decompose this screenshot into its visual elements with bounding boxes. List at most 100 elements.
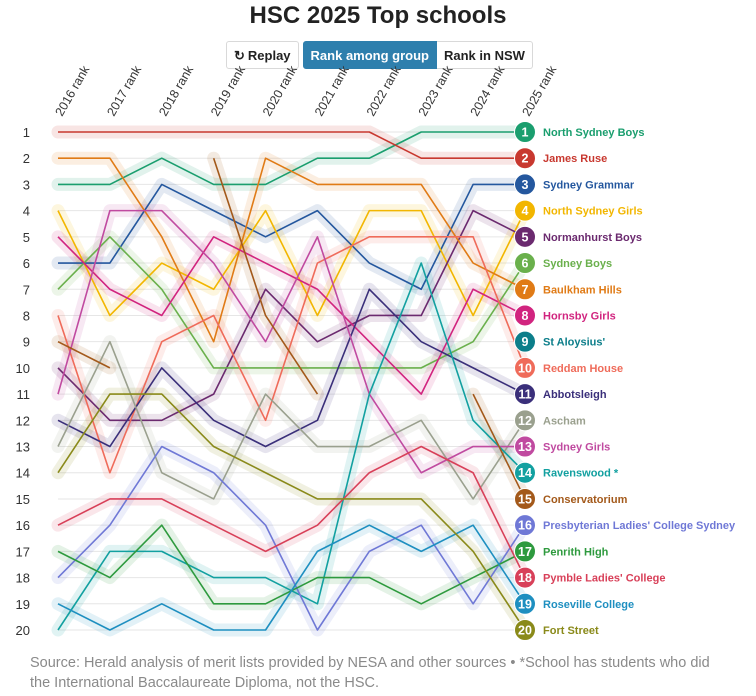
- series-end-label[interactable]: 1 North Sydney Boys: [514, 121, 645, 143]
- series-line[interactable]: [57, 524, 526, 631]
- y-tick-label: 13: [16, 440, 30, 455]
- rank-number: 17: [518, 545, 532, 559]
- rank-number: 18: [518, 571, 532, 585]
- rank-badge: [514, 225, 536, 248]
- rank-badge: [514, 383, 536, 406]
- series-name: Ravenswood *: [543, 468, 619, 480]
- rank-number: 5: [522, 230, 529, 244]
- series-end-label[interactable]: 14 Ravenswood *: [514, 461, 619, 484]
- series-end-label[interactable]: 17 Penrith High: [514, 540, 609, 563]
- rank-number: 2: [522, 152, 529, 166]
- rank-badge: [514, 619, 536, 641]
- series-line[interactable]: [57, 209, 526, 422]
- rank-number: 7: [522, 283, 529, 297]
- series-name: Presbyterian Ladies' College Sydney: [543, 520, 736, 532]
- x-tick-label: 2024 rank: [468, 63, 508, 119]
- rank-badge: [514, 173, 536, 196]
- y-tick-label: 10: [16, 361, 30, 376]
- series-end-label[interactable]: 19 Roseville College: [514, 592, 635, 615]
- series-line[interactable]: [57, 393, 526, 631]
- rank-badge: [514, 121, 536, 143]
- rank-badge: [514, 461, 536, 484]
- series-line[interactable]: [57, 445, 526, 631]
- replay-button[interactable]: ↻ Replay: [226, 41, 299, 69]
- y-tick-label: 3: [23, 177, 30, 192]
- rank-among-group-button[interactable]: Rank among group: [302, 41, 437, 69]
- series-end-label[interactable]: 11 Abbotsleigh: [514, 383, 607, 406]
- series-name: Sydney Boys: [543, 258, 612, 270]
- y-tick-label: 1: [23, 125, 30, 140]
- series-end-label[interactable]: 12 Ascham: [514, 409, 587, 432]
- x-tick-label: 2021 rank: [312, 63, 352, 119]
- series-end-label[interactable]: 7 Baulkham Hills: [514, 278, 622, 301]
- rank-badge: [514, 199, 536, 222]
- series-end-label[interactable]: 20 Fort Street: [514, 619, 599, 641]
- series-end-label[interactable]: 13 Sydney Girls: [514, 435, 611, 458]
- y-tick-label: 9: [23, 335, 30, 350]
- rank-badge: [514, 409, 536, 432]
- rank-badge: [514, 278, 536, 301]
- series-name: Sydney Girls: [543, 442, 610, 454]
- replay-label: Replay: [247, 48, 291, 63]
- series-end-label[interactable]: 18 Pymble Ladies' College: [514, 566, 666, 589]
- rank-number: 11: [518, 388, 531, 402]
- series-name: Baulkham Hills: [543, 284, 622, 296]
- series-name: Abbotsleigh: [543, 389, 607, 401]
- series-end-label[interactable]: 10 Reddam House: [514, 356, 624, 379]
- series-end-label[interactable]: 4 North Sydney Girls: [514, 199, 643, 222]
- rank-badge: [514, 147, 536, 170]
- series-name: North Sydney Girls: [543, 206, 643, 218]
- rank-badge: [514, 356, 536, 379]
- series-name: Reddam House: [543, 363, 623, 375]
- series-end-label[interactable]: 5 Normanhurst Boys: [514, 225, 643, 248]
- series-line[interactable]: [57, 445, 526, 578]
- rank-badge: [514, 330, 536, 353]
- series-line[interactable]: [212, 157, 319, 395]
- series-end-label[interactable]: 15 Conservatorium: [514, 487, 628, 510]
- series-line[interactable]: [472, 393, 526, 500]
- chart-controls: ↻ Replay Rank among group Rank in NSW: [226, 41, 533, 69]
- series-end-label[interactable]: 16 Presbyterian Ladies' College Sydney: [514, 514, 737, 537]
- series-end-label[interactable]: 9 St Aloysius': [514, 330, 606, 353]
- source-note: Source: Herald analysis of merit lists p…: [30, 655, 710, 691]
- rank-badge: [514, 566, 536, 589]
- rank-in-nsw-button[interactable]: Rank in NSW: [437, 41, 533, 69]
- series-end-label[interactable]: 8 Hornsby Girls: [514, 304, 616, 327]
- rank-number: 19: [518, 597, 532, 611]
- x-tick-label: 2025 rank: [519, 63, 559, 119]
- series-end-label[interactable]: 2 James Ruse: [514, 147, 608, 170]
- series-name: Conservatorium: [543, 494, 628, 506]
- rank-number: 12: [518, 414, 532, 428]
- rank-number: 1: [522, 126, 529, 140]
- chart-title: HSC 2025 Top schools: [249, 2, 507, 29]
- series-name: St Aloysius': [543, 337, 605, 349]
- series-line[interactable]: [58, 131, 525, 160]
- y-tick-label: 14: [16, 466, 30, 481]
- y-tick-label: 15: [16, 492, 30, 507]
- replay-icon: ↻: [234, 48, 245, 63]
- rank-badge: [514, 592, 536, 615]
- series-end-label[interactable]: 6 Sydney Boys: [514, 252, 613, 275]
- series-line[interactable]: [58, 157, 526, 343]
- x-tick-label: 2022 rank: [364, 63, 404, 119]
- series-line[interactable]: [57, 340, 111, 369]
- x-tick-label: 2020 rank: [260, 63, 300, 119]
- series-name: Pymble Ladies' College: [543, 573, 665, 585]
- rank-badge: [514, 252, 536, 275]
- series-end-label[interactable]: 3 Sydney Grammar: [514, 173, 635, 196]
- rank-number: 9: [522, 335, 529, 349]
- rank-number: 10: [518, 361, 532, 375]
- rank-number: 6: [522, 257, 529, 271]
- x-tick-label: 2016 rank: [52, 63, 92, 119]
- series-name: North Sydney Boys: [543, 127, 644, 139]
- x-tick-label: 2017 rank: [104, 63, 144, 119]
- rank-number: 20: [518, 624, 532, 638]
- rank-number: 8: [522, 309, 529, 323]
- y-tick-label: 8: [23, 308, 30, 323]
- series-halos: [51, 125, 532, 637]
- y-tick-label: 17: [16, 544, 30, 559]
- y-tick-label: 20: [16, 623, 30, 638]
- rank-badge: [514, 435, 536, 458]
- y-tick-label: 5: [23, 230, 30, 245]
- rank-badge: [514, 487, 536, 510]
